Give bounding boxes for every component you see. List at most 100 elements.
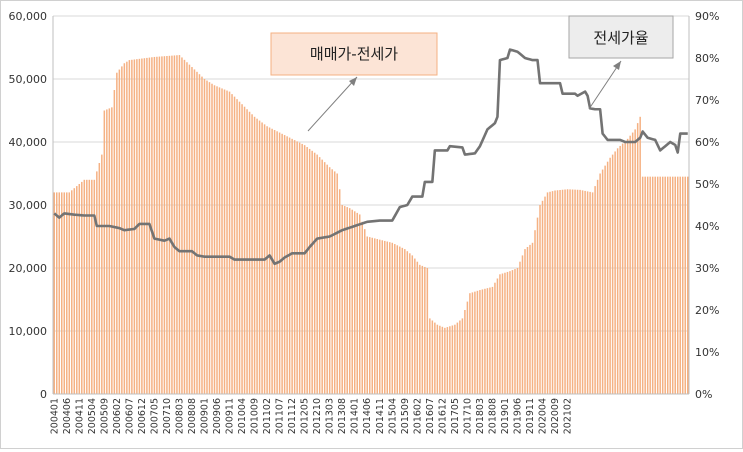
bar bbox=[343, 206, 346, 394]
y-right-tick-label: 70% bbox=[695, 94, 719, 107]
bar bbox=[401, 247, 404, 394]
bar bbox=[621, 143, 624, 394]
bar bbox=[436, 324, 439, 394]
bar bbox=[81, 181, 83, 394]
bar bbox=[143, 58, 146, 395]
bar bbox=[539, 205, 541, 394]
bar bbox=[629, 135, 631, 394]
x-tick-label: 201906 bbox=[512, 398, 523, 434]
bar bbox=[53, 192, 55, 394]
bar bbox=[509, 271, 511, 394]
bar bbox=[326, 164, 328, 394]
bar bbox=[524, 249, 526, 394]
x-tick-label: 201808 bbox=[487, 398, 498, 434]
bar bbox=[669, 176, 671, 394]
bar bbox=[161, 56, 163, 394]
x-tick-label: 200803 bbox=[174, 398, 185, 434]
bar bbox=[196, 71, 198, 394]
bar bbox=[421, 265, 424, 394]
bar bbox=[251, 114, 253, 394]
bar bbox=[561, 189, 564, 394]
bar bbox=[98, 163, 101, 394]
bar bbox=[504, 272, 506, 394]
y-left-tick-label: 60,000 bbox=[9, 10, 48, 23]
x-tick-label: 200710 bbox=[162, 398, 173, 434]
bar bbox=[391, 242, 394, 394]
bar bbox=[434, 322, 436, 394]
x-tick-label: 201004 bbox=[237, 398, 248, 434]
x-tick-label: 202102 bbox=[563, 398, 574, 434]
bar bbox=[406, 251, 409, 394]
bar bbox=[56, 192, 58, 394]
bar bbox=[556, 190, 559, 394]
bar bbox=[163, 56, 166, 394]
bar bbox=[479, 290, 481, 394]
bar bbox=[456, 322, 459, 394]
x-tick-label: 201112 bbox=[287, 398, 298, 434]
x-tick-label: 200406 bbox=[62, 398, 73, 434]
bar bbox=[624, 141, 626, 394]
bar bbox=[141, 58, 143, 394]
bar bbox=[649, 176, 651, 394]
bar bbox=[281, 133, 283, 394]
bar bbox=[146, 57, 148, 394]
bar bbox=[286, 136, 288, 394]
bar bbox=[566, 189, 569, 394]
bar bbox=[499, 274, 501, 394]
bar bbox=[253, 116, 256, 395]
x-tick-label: 202009 bbox=[550, 398, 561, 434]
bar bbox=[426, 268, 429, 394]
bar bbox=[68, 192, 71, 394]
y-right-tick-label: 20% bbox=[695, 304, 719, 317]
bar bbox=[323, 162, 326, 394]
bar bbox=[181, 57, 183, 394]
bar bbox=[681, 176, 684, 394]
callout-gap-arrowhead bbox=[349, 77, 357, 86]
bar bbox=[183, 59, 186, 394]
x-tick-label: 201504 bbox=[387, 398, 398, 434]
bar bbox=[118, 69, 121, 395]
bar bbox=[576, 189, 579, 394]
y-left-tick-label: 0 bbox=[40, 388, 47, 401]
bar bbox=[376, 239, 379, 394]
x-tick-label: 200901 bbox=[199, 398, 210, 434]
bar bbox=[63, 192, 66, 394]
x-tick-label: 201401 bbox=[350, 398, 361, 434]
y-right-tick-label: 0% bbox=[695, 388, 712, 401]
bar bbox=[666, 176, 669, 394]
x-tick-label: 200705 bbox=[149, 398, 160, 434]
bar bbox=[76, 186, 78, 394]
bar bbox=[631, 132, 634, 395]
bar bbox=[358, 214, 361, 394]
bar bbox=[93, 179, 96, 394]
bar bbox=[266, 126, 268, 394]
bar bbox=[168, 55, 171, 394]
bar bbox=[661, 176, 664, 394]
bar bbox=[58, 192, 61, 394]
bar bbox=[449, 326, 451, 394]
bar bbox=[389, 242, 391, 394]
bar bbox=[61, 192, 63, 394]
bar bbox=[241, 104, 243, 394]
bar bbox=[564, 189, 566, 394]
bar bbox=[429, 318, 431, 394]
bar bbox=[103, 110, 106, 394]
callout-gap-box bbox=[270, 32, 438, 76]
bar bbox=[551, 191, 554, 394]
bar bbox=[519, 261, 521, 394]
bar bbox=[173, 55, 176, 394]
bar bbox=[651, 176, 654, 394]
bar bbox=[439, 325, 441, 394]
bar bbox=[296, 141, 298, 394]
x-tick-label: 200504 bbox=[87, 398, 98, 434]
bar bbox=[303, 145, 306, 394]
bar bbox=[396, 245, 399, 394]
bar bbox=[101, 154, 103, 394]
bar bbox=[231, 94, 233, 395]
bar-series bbox=[53, 55, 689, 395]
callout-ratio-box bbox=[568, 15, 674, 59]
bar bbox=[601, 169, 604, 394]
bar bbox=[301, 143, 303, 394]
bar bbox=[687, 176, 689, 394]
x-tick-label: 201607 bbox=[425, 398, 436, 434]
